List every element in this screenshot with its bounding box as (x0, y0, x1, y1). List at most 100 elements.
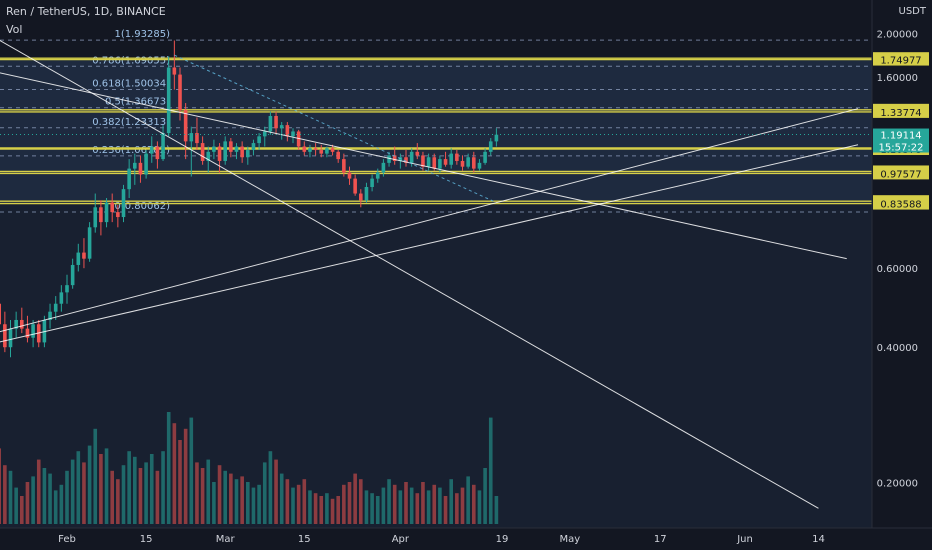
volume-bar (409, 487, 414, 524)
volume-bar (370, 493, 374, 524)
candle-body (387, 155, 391, 163)
current-price-tag (873, 128, 929, 153)
fib-level-label: 0(0.80062) (114, 201, 170, 212)
fib-level-label: 1(1.93285) (114, 29, 170, 40)
volume-bar (155, 470, 160, 524)
volume-bar (31, 476, 35, 524)
volume-bar (381, 487, 386, 524)
candle-body (313, 148, 318, 151)
volume-bar (488, 417, 493, 524)
price-level-tag (873, 53, 929, 66)
price-axis-tick-label: 1.60000 (877, 73, 918, 84)
candle-body (138, 162, 143, 175)
volume-bar (347, 482, 352, 524)
candle-body (59, 292, 64, 304)
volume-bar (336, 496, 340, 524)
candle-body (432, 157, 437, 169)
volume-bar (189, 417, 194, 524)
time-axis-tick-label: 17 (654, 534, 667, 545)
candle-body (70, 264, 75, 286)
candle-body (426, 157, 431, 167)
candle-body (370, 178, 374, 187)
candle-body (494, 134, 499, 142)
volume-bar (313, 493, 318, 524)
volume-bar (127, 451, 131, 524)
candle-body (48, 311, 52, 320)
volume-bar (59, 484, 64, 524)
candle-body (155, 146, 160, 160)
volume-bar (494, 496, 499, 524)
volume-bar (285, 479, 290, 524)
volume-bar (387, 479, 391, 524)
volume-bar (121, 465, 126, 524)
volume-bar (200, 468, 205, 524)
volume-bar (302, 479, 307, 524)
volume-bar (53, 490, 58, 524)
volume-bar (443, 496, 448, 524)
candle-body (217, 146, 222, 161)
candle-body (200, 143, 205, 161)
candle-body (460, 160, 465, 167)
time-axis-tick-label: 19 (496, 534, 509, 545)
time-axis-tick-label: Jun (736, 534, 753, 545)
candle-body (240, 146, 244, 158)
candle-body (195, 133, 199, 144)
time-axis-tick-label: 15 (298, 534, 311, 545)
volume-bar (110, 470, 114, 524)
candle-body (285, 125, 290, 137)
candle-body (104, 202, 109, 223)
volume-bar (234, 479, 239, 524)
current-price-countdown: 15:57:22 (879, 143, 924, 154)
volume-bar (178, 440, 182, 524)
candle-body (319, 150, 324, 154)
volume-bar (138, 468, 143, 524)
candle-body (438, 159, 442, 169)
candle-body (268, 115, 273, 132)
volume-bar (421, 482, 425, 524)
candle-body (415, 151, 420, 156)
volume-bar (279, 473, 284, 524)
candle-body (257, 136, 261, 144)
candle-body (20, 319, 24, 329)
candle-body (116, 212, 120, 218)
candle-body (76, 252, 81, 265)
price-level-tag (873, 197, 929, 210)
currency-label[interactable]: USDT (898, 6, 926, 17)
volume-bar (291, 487, 295, 524)
volume-bar (76, 451, 81, 524)
volume-bar (166, 412, 171, 524)
candle-body (251, 143, 256, 151)
volume-bar (472, 484, 476, 524)
candle-body (443, 159, 448, 165)
candle-body (65, 285, 69, 293)
candle-body (229, 141, 233, 152)
price-axis-tick-label: 0.40000 (877, 343, 918, 354)
volume-bar (262, 462, 267, 524)
candle-body (93, 207, 98, 228)
candle-body (149, 146, 154, 154)
trend-line (0, 108, 859, 333)
volume-bar (296, 484, 301, 524)
volume-bar (20, 496, 24, 524)
candle-body (87, 227, 92, 259)
volume-bar (36, 459, 41, 524)
volume-bar (0, 448, 1, 524)
volume-bar (82, 462, 86, 524)
candle-body (82, 252, 86, 259)
candle-body (262, 131, 267, 137)
candle-body (212, 146, 216, 152)
candle-body (144, 153, 148, 175)
candle-body (31, 324, 35, 338)
volume-bar (251, 487, 256, 524)
volume-bar (342, 484, 346, 524)
time-axis-tick-label: Apr (392, 534, 410, 545)
volume-bar (172, 423, 177, 524)
level-zone-background (0, 58, 872, 204)
symbol-title: Ren / TetherUS, 1D, BINANCE (6, 5, 166, 18)
volume-bar (217, 465, 222, 524)
volume-bar (330, 498, 335, 524)
candle-body (223, 141, 227, 161)
price-axis (872, 0, 932, 550)
time-axis-tick-label: 14 (812, 534, 825, 545)
